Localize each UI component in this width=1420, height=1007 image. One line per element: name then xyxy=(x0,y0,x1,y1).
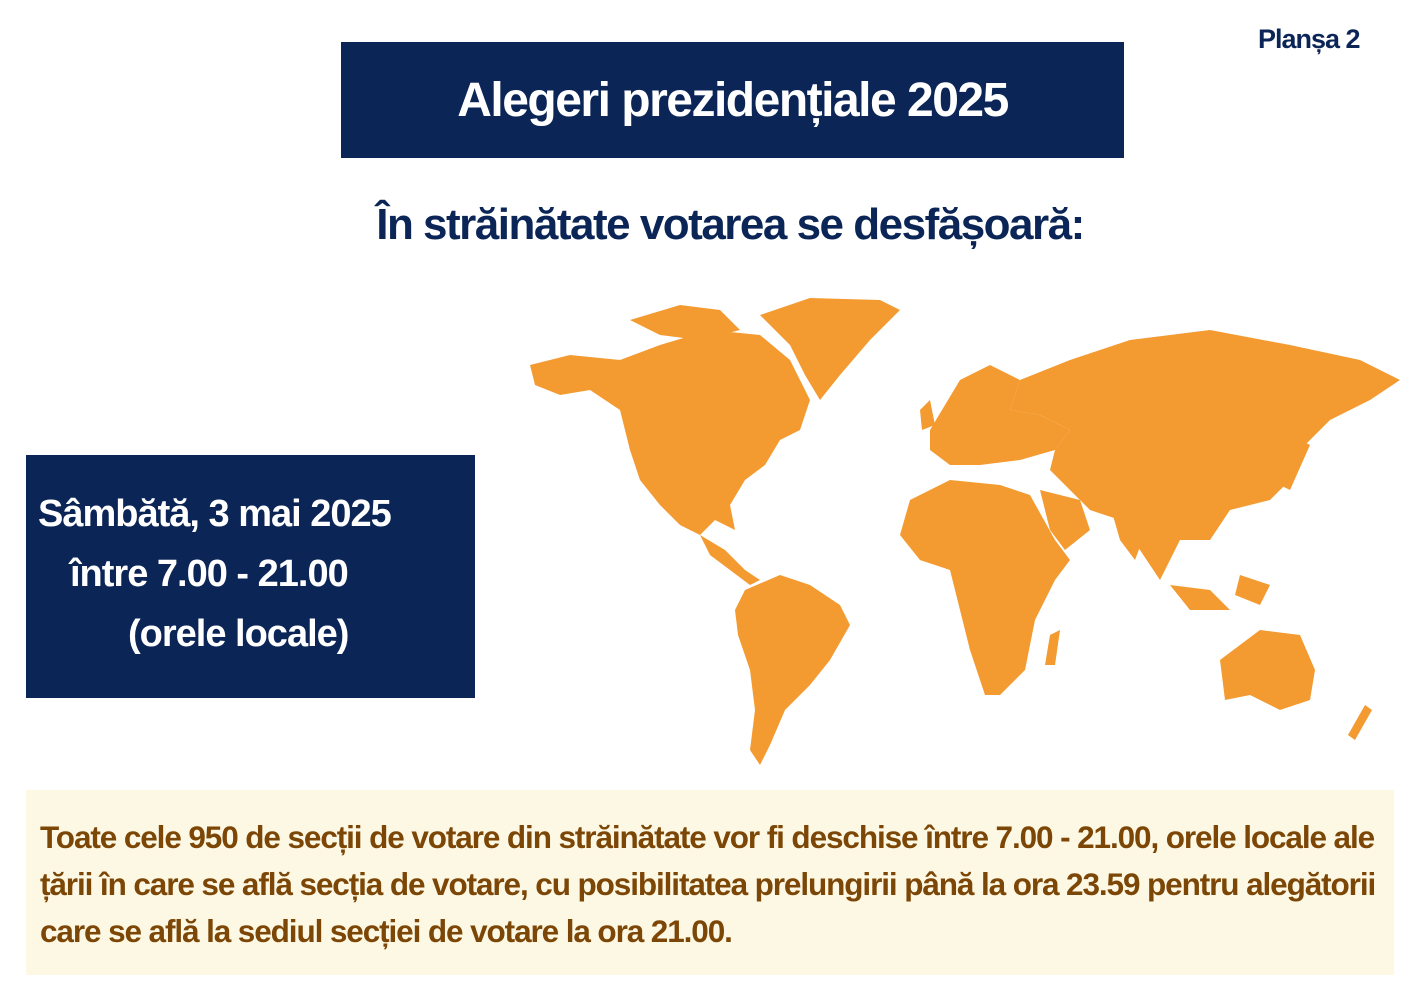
info-box: Toate cele 950 de secții de votare din s… xyxy=(26,790,1394,975)
south-america xyxy=(735,575,850,765)
schedule-date: Sâmbătă, 3 mai 2025 xyxy=(38,493,392,535)
schedule-box: Sâmbătă, 3 mai 2025 între 7.00 - 21.00 (… xyxy=(26,455,475,698)
sheet-label: Planșa 2 xyxy=(1258,24,1361,54)
europe xyxy=(930,365,1070,465)
north-america xyxy=(530,330,810,535)
page-title: Alegeri prezidențiale 2025 xyxy=(457,73,1009,127)
schedule-note: (orele locale) xyxy=(128,613,349,655)
schedule-hours: între 7.00 - 21.00 xyxy=(70,553,349,595)
asia xyxy=(1010,330,1400,580)
greenland xyxy=(760,298,900,400)
australia xyxy=(1220,630,1315,710)
info-text: Toate cele 950 de secții de votare din s… xyxy=(40,819,1376,949)
subtitle: În străinătate votarea se desfășoară: xyxy=(376,200,1085,249)
africa xyxy=(900,480,1070,695)
world-map-icon xyxy=(530,298,1400,765)
title-banner: Alegeri prezidențiale 2025 xyxy=(341,42,1124,158)
